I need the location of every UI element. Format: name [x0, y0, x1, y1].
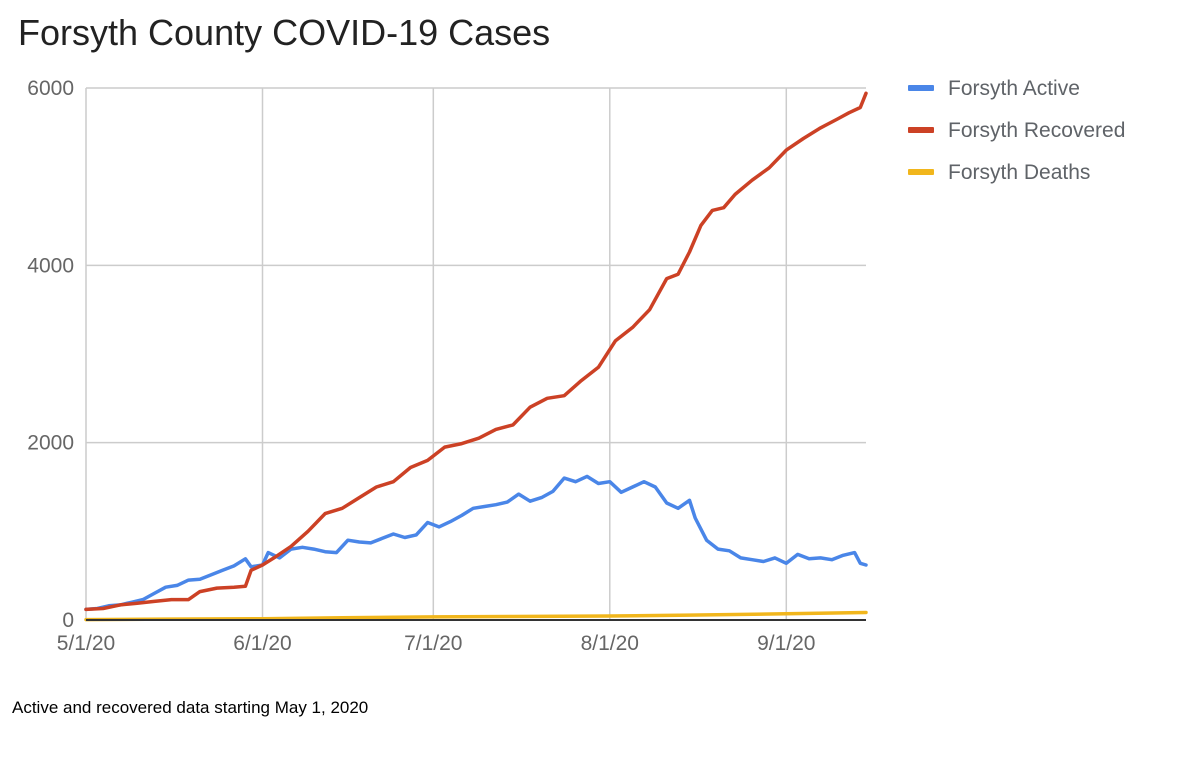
legend-swatch	[908, 127, 934, 133]
y-tick-label: 6000	[27, 77, 74, 100]
gridlines	[85, 87, 866, 620]
series-line-forsyth-deaths	[84, 610, 868, 622]
y-tick-label: 4000	[27, 254, 74, 277]
y-tick-label: 0	[62, 609, 74, 632]
legend-label: Forsyth Active	[948, 77, 1080, 100]
chart-title: Forsyth County COVID-19 Cases	[18, 12, 551, 53]
series-lines	[84, 91, 868, 622]
legend-label: Forsyth Recovered	[948, 119, 1125, 142]
x-tick-label: 9/1/20	[757, 632, 815, 655]
x-tick-label: 6/1/20	[233, 632, 291, 655]
legend-label: Forsyth Deaths	[948, 161, 1090, 184]
axes: 0 2000 4000 6000 5/1/20 6/1/20 7/1/20 8/1/20 9/1…	[27, 77, 866, 655]
series-line-forsyth-active	[84, 474, 868, 612]
y-tick-label: 2000	[27, 432, 74, 455]
legend: Forsyth Active Forsyth Recovered Forsyth D…	[908, 77, 1125, 184]
chart-caption: Active and recovered data starting May 1…	[12, 698, 369, 717]
legend-swatch	[908, 85, 934, 91]
x-tick-label: 7/1/20	[404, 632, 462, 655]
x-tick-label: 8/1/20	[581, 632, 639, 655]
series-line-forsyth-recovered	[84, 91, 868, 612]
x-tick-label: 5/1/20	[57, 632, 115, 655]
legend-swatch	[908, 169, 934, 175]
